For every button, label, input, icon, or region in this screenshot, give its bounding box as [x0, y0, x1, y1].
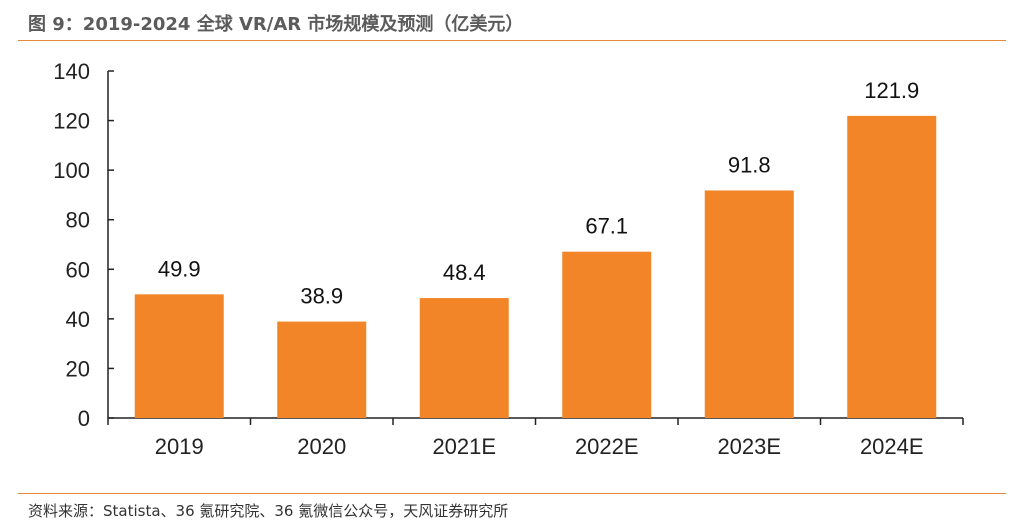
- bars: [134, 115, 937, 418]
- y-tick-label: 140: [53, 59, 90, 84]
- source-note: 资料来源：Statista、36 氪研究院、36 氪微信公众号，天风证券研究所: [28, 502, 509, 520]
- data-label: 91.8: [728, 152, 771, 177]
- bar-2019: [134, 294, 224, 418]
- bar-chart: 0 20 40 60 80 100 120 140 2019 2020 2021E 2022E 202…: [53, 59, 964, 459]
- x-tick-label: 2021E: [432, 434, 496, 459]
- title-divider: [18, 40, 1006, 41]
- data-label: 48.4: [443, 260, 486, 285]
- data-label: 38.9: [300, 284, 343, 309]
- y-tick-label: 60: [66, 257, 90, 282]
- y-tick-label: 0: [78, 406, 90, 431]
- x-tick-label: 2019: [155, 434, 204, 459]
- bar-2022e: [562, 251, 652, 418]
- x-tick-label: 2024E: [860, 434, 924, 459]
- bar-2021e: [419, 298, 509, 418]
- data-label: 121.9: [864, 78, 919, 103]
- y-tick-label: 20: [66, 356, 90, 381]
- data-label: 49.9: [158, 256, 201, 281]
- y-tick-label: 100: [53, 158, 90, 183]
- bar-2023e: [704, 190, 794, 418]
- x-tick-label: 2020: [297, 434, 346, 459]
- figure-title: 图 9：2019-2024 全球 VR/AR 市场规模及预测（亿美元）: [28, 14, 524, 35]
- data-label: 67.1: [585, 214, 628, 239]
- x-tick-label: 2023E: [717, 434, 781, 459]
- x-axis: 2019 2020 2021E 2022E 2023E 2024E: [107, 417, 964, 459]
- data-labels: 49.9 38.9 48.4 67.1 91.8 121.9: [158, 78, 919, 309]
- y-tick-label: 40: [66, 307, 90, 332]
- bar-2024e: [847, 115, 937, 418]
- y-tick-label: 80: [66, 208, 90, 233]
- source-divider: [18, 493, 1006, 494]
- y-axis: 0 20 40 60 80 100 120 140: [53, 59, 114, 431]
- bar-2020: [277, 321, 367, 418]
- y-tick-label: 120: [53, 109, 90, 134]
- x-tick-label: 2022E: [575, 434, 639, 459]
